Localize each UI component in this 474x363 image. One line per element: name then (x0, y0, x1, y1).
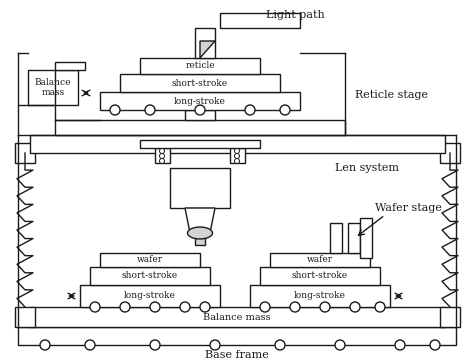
Text: Balance mass: Balance mass (203, 313, 271, 322)
Text: long-stroke: long-stroke (294, 291, 346, 301)
Text: short-stroke: short-stroke (172, 78, 228, 87)
Circle shape (200, 302, 210, 312)
FancyBboxPatch shape (270, 253, 370, 267)
FancyBboxPatch shape (18, 327, 456, 345)
Circle shape (150, 340, 160, 350)
FancyBboxPatch shape (15, 143, 35, 163)
FancyBboxPatch shape (260, 267, 380, 285)
Polygon shape (200, 41, 215, 58)
FancyBboxPatch shape (360, 218, 372, 258)
Circle shape (159, 154, 164, 159)
FancyBboxPatch shape (348, 223, 360, 253)
Circle shape (275, 340, 285, 350)
Circle shape (210, 340, 220, 350)
FancyBboxPatch shape (220, 13, 300, 28)
Circle shape (159, 148, 164, 154)
Text: short-stroke: short-stroke (122, 272, 178, 281)
FancyBboxPatch shape (28, 70, 78, 105)
Circle shape (235, 154, 239, 159)
Circle shape (290, 302, 300, 312)
FancyBboxPatch shape (140, 140, 260, 148)
Circle shape (245, 105, 255, 115)
Circle shape (395, 340, 405, 350)
Circle shape (335, 340, 345, 350)
FancyBboxPatch shape (195, 233, 205, 245)
Ellipse shape (188, 227, 212, 239)
FancyBboxPatch shape (440, 143, 460, 163)
Circle shape (195, 105, 205, 115)
Circle shape (235, 148, 239, 154)
Circle shape (90, 302, 100, 312)
Circle shape (260, 302, 270, 312)
Text: Base frame: Base frame (205, 350, 269, 360)
FancyBboxPatch shape (55, 62, 85, 70)
Circle shape (40, 340, 50, 350)
Circle shape (120, 302, 130, 312)
Text: Len system: Len system (335, 163, 399, 173)
FancyBboxPatch shape (170, 168, 230, 208)
Text: long-stroke: long-stroke (174, 97, 226, 106)
FancyBboxPatch shape (195, 28, 215, 58)
Circle shape (235, 159, 239, 163)
FancyBboxPatch shape (15, 307, 35, 327)
Circle shape (110, 105, 120, 115)
FancyBboxPatch shape (155, 148, 170, 163)
Circle shape (320, 302, 330, 312)
Text: Reticle stage: Reticle stage (355, 90, 428, 100)
Circle shape (145, 105, 155, 115)
Text: Light path: Light path (265, 10, 324, 20)
Polygon shape (185, 208, 215, 233)
Circle shape (159, 159, 164, 163)
FancyBboxPatch shape (30, 135, 445, 153)
Text: reticle: reticle (185, 61, 215, 70)
FancyBboxPatch shape (90, 267, 210, 285)
Text: long-stroke: long-stroke (124, 291, 176, 301)
Text: Wafer stage: Wafer stage (375, 203, 442, 213)
Circle shape (150, 302, 160, 312)
FancyBboxPatch shape (55, 120, 345, 135)
FancyBboxPatch shape (100, 253, 200, 267)
FancyBboxPatch shape (100, 92, 300, 110)
Text: short-stroke: short-stroke (292, 272, 348, 281)
Circle shape (180, 302, 190, 312)
FancyBboxPatch shape (80, 285, 220, 307)
Text: Balance
mass: Balance mass (35, 78, 71, 97)
Circle shape (280, 105, 290, 115)
FancyBboxPatch shape (120, 74, 280, 92)
Circle shape (430, 340, 440, 350)
FancyBboxPatch shape (250, 285, 390, 307)
FancyBboxPatch shape (185, 110, 215, 120)
Circle shape (375, 302, 385, 312)
FancyBboxPatch shape (440, 307, 460, 327)
Circle shape (85, 340, 95, 350)
Circle shape (350, 302, 360, 312)
FancyBboxPatch shape (330, 223, 342, 253)
Text: wafer: wafer (137, 256, 163, 265)
FancyBboxPatch shape (30, 307, 445, 327)
FancyBboxPatch shape (140, 58, 260, 74)
Text: wafer: wafer (307, 256, 333, 265)
FancyBboxPatch shape (230, 148, 245, 163)
